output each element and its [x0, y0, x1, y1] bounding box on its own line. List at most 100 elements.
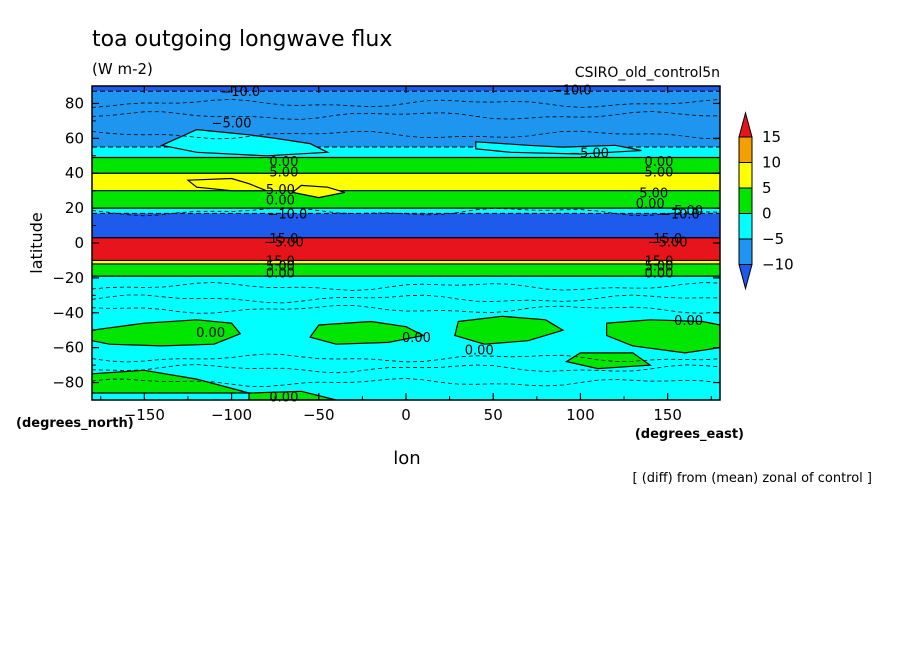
contour-label-1: −10.0: [552, 83, 592, 98]
contour-label-6: 5.00: [269, 165, 298, 180]
contour-label-11: 0.00: [636, 197, 665, 212]
x-tick-label-3: 0: [401, 406, 411, 424]
contour-patch-1: [475, 141, 642, 155]
contour-label-14: 5.00: [674, 204, 703, 219]
contour-label-22: 15.0: [644, 254, 673, 269]
contour-label-26: 0.00: [402, 331, 431, 346]
colorbar-label-4: −5: [762, 230, 784, 248]
footnote: [ (diff) from (mean) zonal of control ]: [633, 471, 872, 486]
contour-patch-0: [159, 128, 330, 157]
contour-label-layer: −10.0 −10.0−5.00−5.000.00 0.005.00 5.005.00…: [196, 83, 703, 405]
band-3: [92, 157, 720, 174]
contour-label-24: 0.00: [644, 267, 673, 282]
colorbar-swatch-3: [738, 187, 753, 214]
band-6: [92, 208, 720, 214]
model-name: CSIRO_old_control5n: [575, 65, 720, 81]
dashed-contour-layer: [92, 99, 720, 387]
contour-label-9: 5.00: [639, 186, 668, 201]
colorbar-swatch-4: [738, 213, 753, 240]
contour-patch-4: [92, 319, 242, 347]
y-tick-label-2: 40: [65, 164, 84, 182]
colorbar-label-0: 15: [762, 128, 781, 146]
y-tick-label-5: −20: [52, 269, 84, 287]
band-2: [92, 147, 720, 158]
contour-label-2: −5.00: [212, 117, 252, 132]
colorbar-swatch-5: [738, 238, 753, 265]
contour-label-21: 0.00: [266, 267, 295, 282]
colorbar-swatch-1: [738, 136, 753, 163]
band-7: [92, 213, 720, 238]
dashed-contour-6: [92, 305, 720, 314]
y-tick-label-4: 0: [74, 234, 84, 252]
contour-patch-3: [291, 184, 346, 199]
band-8: [92, 237, 720, 261]
colorbar-arrow-bottom: [738, 264, 753, 291]
contour-label-20: 5.00: [266, 260, 295, 275]
y-axis: 80 60 40 20 0 −20 −40 −60 −80: [52, 85, 720, 401]
contour-patch-2: [186, 177, 267, 192]
x-tick-label-4: 50: [484, 406, 503, 424]
x-axis-label: lon: [393, 448, 420, 469]
contour-label-29: 0.00: [269, 391, 298, 406]
band-5: [92, 190, 720, 209]
band-10: [92, 263, 720, 277]
dashed-contour-4: [92, 282, 720, 291]
colorbar-label-3: 0: [762, 205, 772, 223]
x-tick-label-2: −50: [303, 406, 335, 424]
dashed-contour-7: [92, 353, 720, 363]
contour-label-0: −10.0: [220, 85, 260, 100]
dashed-contour-5: [92, 294, 720, 304]
colorbar-label-1: 10: [762, 154, 781, 172]
contour-label-8: 5.00: [266, 183, 295, 198]
y-tick-label-7: −60: [52, 339, 84, 357]
dashed-contour-1: [92, 111, 720, 120]
contour-label-27: 0.00: [465, 343, 494, 358]
contour-patch-5: [309, 320, 426, 345]
x-tick-label-0: −150: [124, 406, 165, 424]
x-tick-label-1: −100: [211, 406, 252, 424]
contour-label-5: 0.00: [644, 155, 673, 170]
y-tick-label-0: 80: [65, 94, 84, 112]
y-tick-label-1: 60: [65, 129, 84, 147]
contour-patch-7: [605, 319, 720, 354]
x-tick-label-5: 100: [566, 406, 595, 424]
contour-label-12: −10.0: [267, 207, 307, 222]
chart-units: (W m-2): [92, 60, 153, 78]
y-axis-label: latitude: [27, 212, 46, 273]
band-9: [92, 260, 720, 264]
x-axis: −150 −100 −50 0 50 100 150: [100, 86, 712, 424]
contour-patch-6: [454, 315, 565, 345]
colorbar-label-2: 5: [762, 179, 772, 197]
contour-label-3: −5.00: [569, 146, 609, 161]
dashed-contour-8: [92, 364, 720, 374]
colorbar-arrow-top: [738, 111, 753, 138]
dashed-contour-3: [92, 207, 720, 217]
contour-label-25: 0.00: [196, 326, 225, 341]
contour-label-23: 5.00: [644, 260, 673, 275]
contour-label-7: 5.00: [644, 165, 673, 180]
chart-title: toa outgoing longwave flux: [92, 27, 392, 52]
x-axis-units: (degrees_east): [635, 427, 744, 442]
colorbar: 15 10 5 0 −5 −10: [738, 111, 794, 291]
dashed-contour-2: [92, 130, 720, 140]
contour-label-15: −5.00: [264, 235, 304, 250]
x-tick-label-6: 150: [653, 406, 682, 424]
contour-label-16: 15.0: [269, 232, 298, 247]
contour-patch-10: [248, 390, 337, 400]
contour-label-19: 15.0: [266, 254, 295, 269]
y-tick-label-3: 20: [65, 199, 84, 217]
contour-label-4: 0.00: [269, 155, 298, 170]
contour-label-18: 15.0: [653, 232, 682, 247]
contour-label-10: 0.00: [266, 193, 295, 208]
y-axis-units: (degrees_north): [16, 416, 134, 431]
colorbar-label-5: −10: [762, 256, 794, 274]
band-4: [92, 173, 720, 191]
y-tick-label-8: −80: [52, 374, 84, 392]
y-tick-label-6: −40: [52, 304, 84, 322]
contour-patch-8: [564, 352, 652, 370]
colorbar-swatch-2: [738, 162, 753, 189]
contour-label-28: 0.00: [674, 314, 703, 329]
contour-label-13: −10.0: [660, 207, 700, 222]
contour-label-17: −5.00: [648, 235, 688, 250]
